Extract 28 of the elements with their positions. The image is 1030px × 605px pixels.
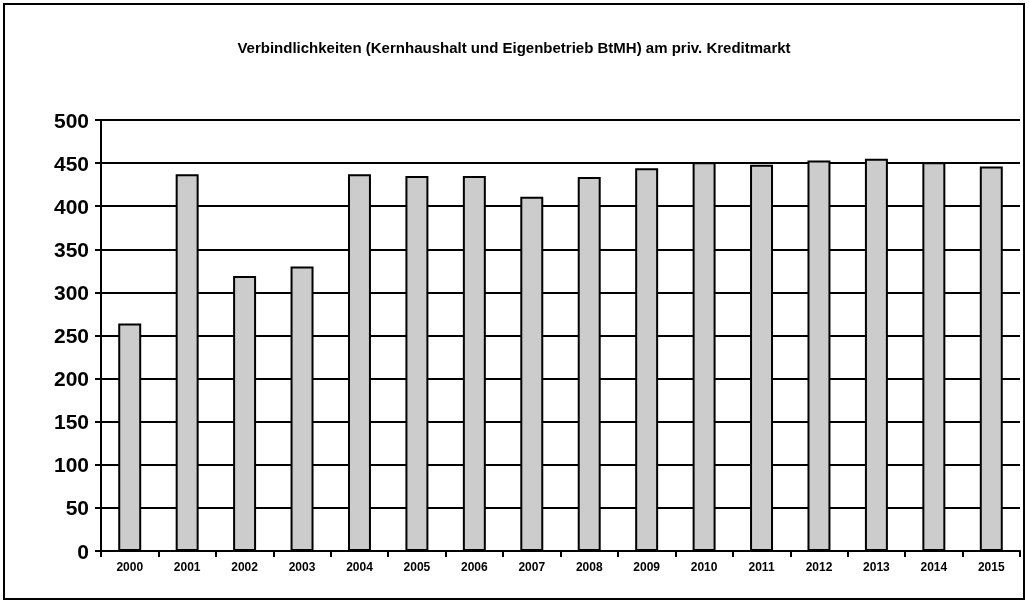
- y-tick-label: 100: [53, 453, 89, 477]
- y-tick-label: 0: [77, 539, 89, 563]
- x-tick-label: 2004: [346, 560, 374, 574]
- x-tick-label: 2009: [633, 560, 661, 574]
- y-tick-label: 500: [53, 108, 89, 132]
- y-tick-label: 50: [65, 496, 89, 520]
- x-tick-label: 2003: [288, 560, 316, 574]
- x-tick-label: 2008: [575, 560, 603, 574]
- x-tick-label: 2013: [863, 560, 891, 574]
- y-tick-label: 400: [53, 194, 89, 218]
- x-tick-label: 2006: [460, 560, 489, 574]
- x-tick-label: 2010: [690, 560, 718, 574]
- y-tick-label: 300: [53, 280, 89, 304]
- x-tick-label: 2001: [173, 560, 201, 574]
- x-tick-label: 2005: [403, 560, 431, 574]
- x-tick-label: 2007: [518, 560, 546, 574]
- x-tick-label: 2011: [748, 560, 775, 574]
- x-tick-label: 2015: [977, 560, 1005, 574]
- chart-title: Verbindlichkeiten (Kernhaushalt und Eigenbetrieb BtMH) am priv. Kreditmarkt: [237, 39, 791, 56]
- y-tick-label: 200: [53, 367, 89, 391]
- y-tick-label: 350: [53, 237, 89, 261]
- x-tick-label: 2002: [231, 560, 259, 574]
- y-tick-label: 150: [53, 410, 89, 434]
- y-tick-label: 250: [53, 324, 89, 347]
- x-tick-label: 2012: [805, 560, 833, 574]
- x-tick-label: 2014: [920, 560, 948, 574]
- x-tick-label: 2000: [116, 560, 144, 574]
- y-tick-label: 450: [53, 151, 89, 175]
